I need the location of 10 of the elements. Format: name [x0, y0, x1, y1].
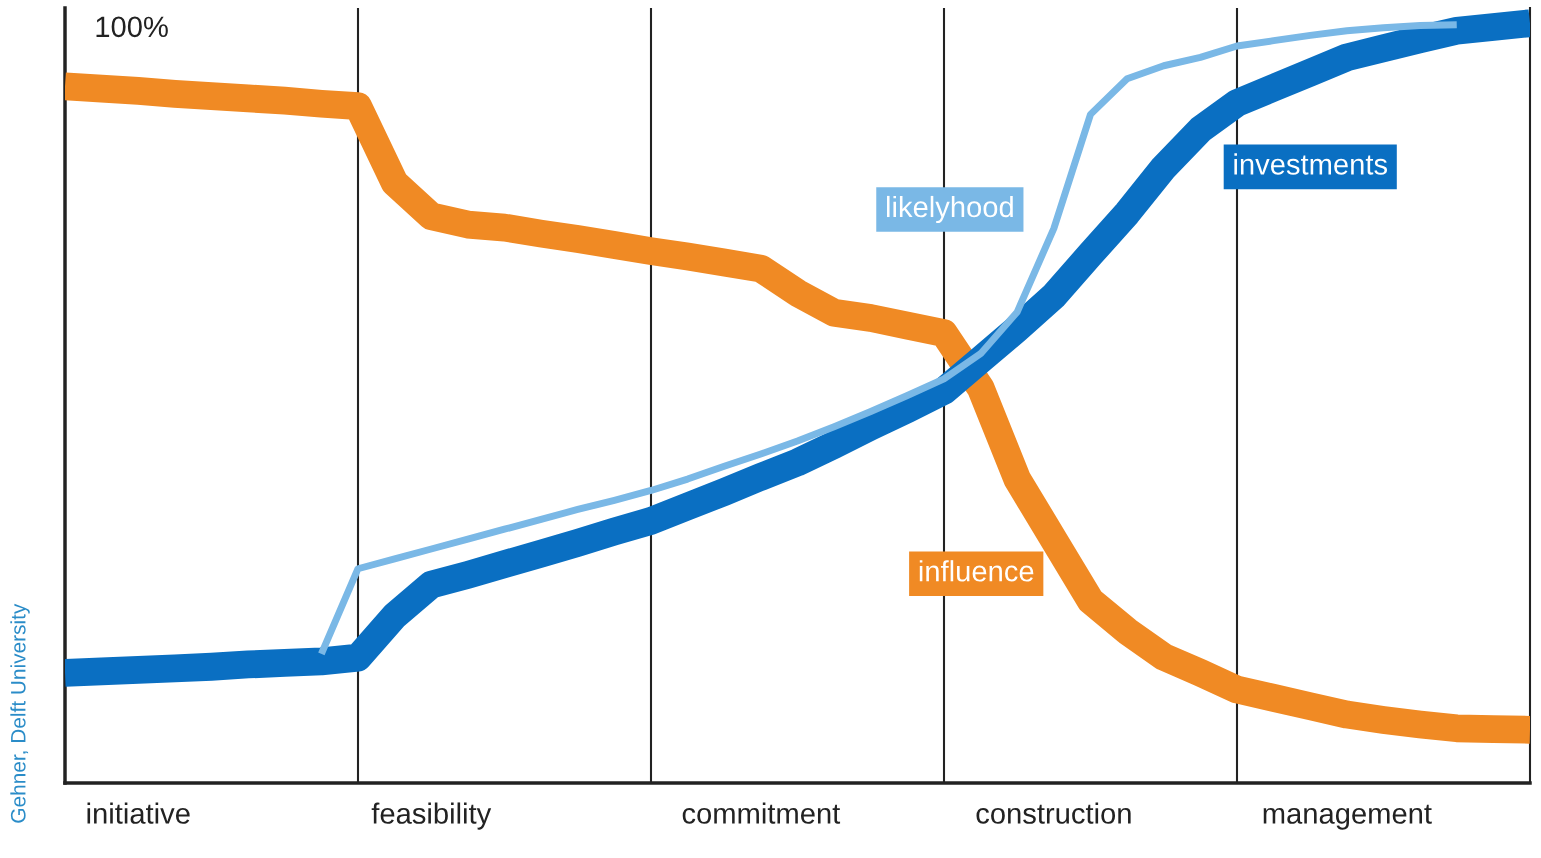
series-label: influence — [919, 560, 1034, 582]
x-tick-label: management — [1263, 804, 1432, 830]
annotation: 100% — [96, 16, 168, 38]
x-tick-label: feasibility — [371, 802, 492, 830]
x-tick-label: commitment — [682, 802, 841, 824]
x-tick-label: initiative — [87, 802, 190, 824]
series-label: likelyhood — [886, 195, 1013, 224]
series-label: investments — [1234, 153, 1388, 175]
text: Gehner, Delft University — [10, 603, 30, 823]
x-tick-label: construction — [976, 802, 1131, 824]
